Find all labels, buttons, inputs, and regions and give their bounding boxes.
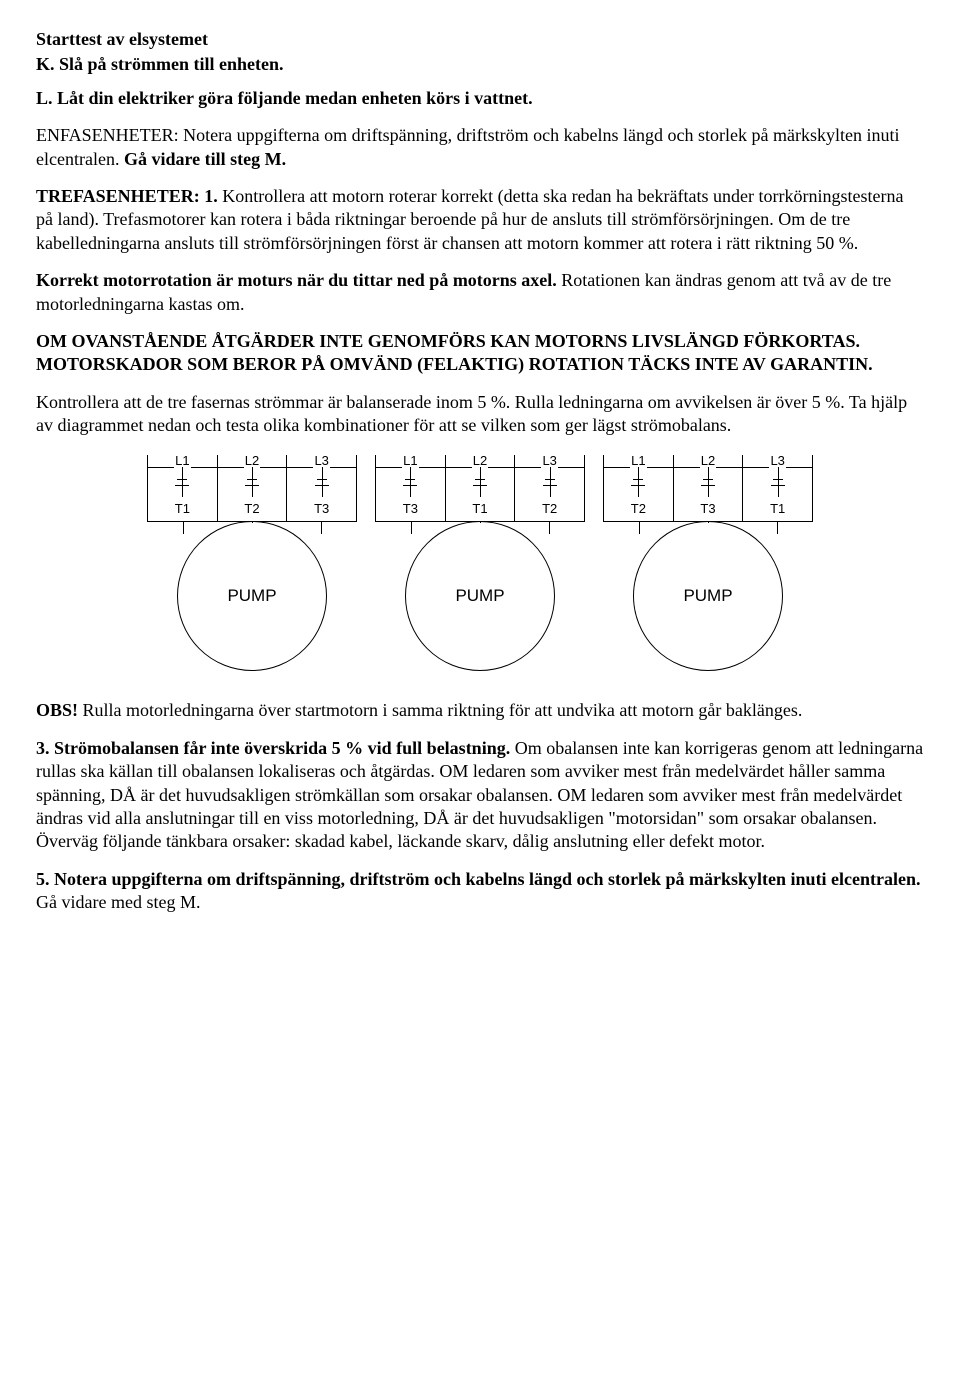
terminal-label: T1 [743, 497, 812, 521]
obs-text: Rulla motorledningarna över startmotorn … [78, 700, 802, 720]
pump-diagram: L1L2L3T2T3T1PUMP [603, 455, 813, 671]
pump-diagrams: L1L2L3T1T2T3PUMPL1L2L3T3T1T2PUMPL1L2L3T2… [36, 455, 924, 671]
terminal-label: T1 [446, 497, 516, 521]
step3-bold: 3. Strömobalansen får inte överskrida 5 … [36, 738, 510, 758]
terminal-label: T3 [287, 497, 356, 521]
warning-paragraph: OM OVANSTÅENDE ÅTGÄRDER INTE GENOMFÖRS K… [36, 330, 924, 377]
obs-paragraph: OBS! Rulla motorledningarna över startmo… [36, 699, 924, 722]
pump-diagram: L1L2L3T1T2T3PUMP [147, 455, 357, 671]
obs-label: OBS! [36, 700, 78, 720]
heading-starttest: Starttest av elsystemet [36, 28, 924, 51]
pump-circle: PUMP [405, 521, 555, 671]
terminal-label: T3 [674, 497, 744, 521]
trefas-paragraph: TREFASENHETER: 1. Kontrollera att motorn… [36, 185, 924, 255]
terminal-label: T2 [218, 497, 288, 521]
rotation-bold: Korrekt motorrotation är moturs när du t… [36, 270, 557, 290]
terminal-label: T2 [515, 497, 584, 521]
rotation-paragraph: Korrekt motorrotation är moturs när du t… [36, 269, 924, 316]
pump-circle: PUMP [633, 521, 783, 671]
step5-paragraph: 5. Notera uppgifterna om driftspänning, … [36, 868, 924, 915]
terminal-label: T3 [376, 497, 446, 521]
step-l: L. Låt din elektriker göra följande meda… [36, 87, 924, 110]
step3-paragraph: 3. Strömobalansen får inte överskrida 5 … [36, 737, 924, 854]
pump-circle: PUMP [177, 521, 327, 671]
pump-diagram: L1L2L3T3T1T2PUMP [375, 455, 585, 671]
trefas-label: TREFASENHETER: 1. [36, 186, 218, 206]
step5-text: Gå vidare med steg M. [36, 892, 200, 912]
enfas-paragraph: ENFASENHETER: Notera uppgifterna om drif… [36, 124, 924, 171]
step5-bold: 5. Notera uppgifterna om driftspänning, … [36, 869, 921, 889]
balance-paragraph: Kontrollera att de tre fasernas strömmar… [36, 391, 924, 438]
terminal-label: T1 [148, 497, 218, 521]
enfas-goto: Gå vidare till steg M. [124, 149, 286, 169]
terminal-label: T2 [604, 497, 674, 521]
step-k: K. Slå på strömmen till enheten. [36, 53, 924, 76]
